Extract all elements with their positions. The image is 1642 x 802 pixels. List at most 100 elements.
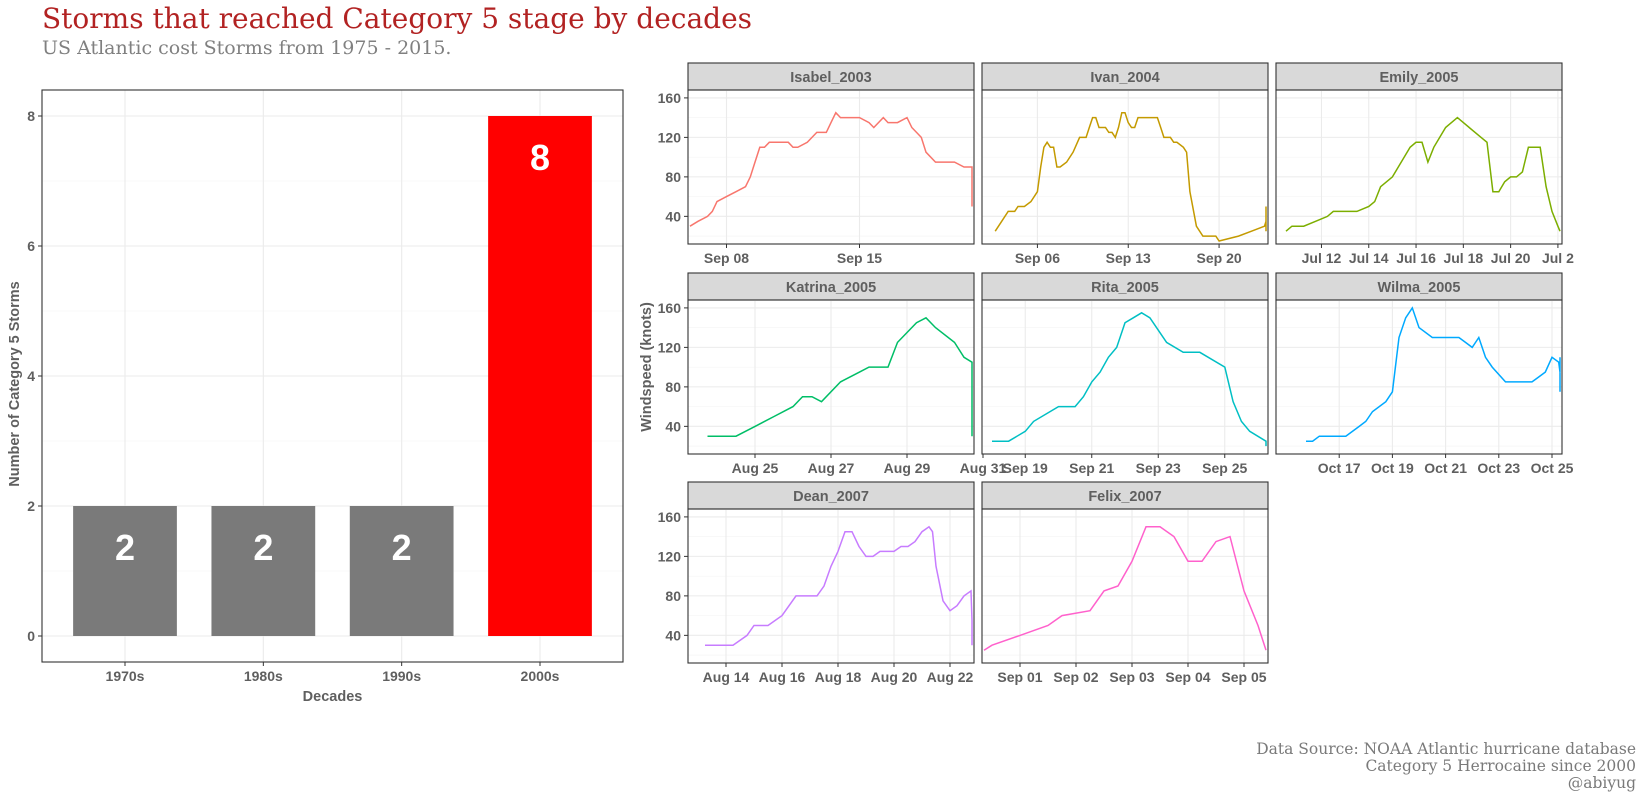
y-axis-title: Number of Category 5 Storms (7, 281, 23, 486)
facet-panel-border (981, 89, 1269, 245)
bar-data-label: 2 (115, 527, 135, 568)
facet-y-tick-label: 120 (658, 339, 682, 355)
x-axis-title: Decades (303, 689, 363, 705)
facet-x-tick-label: Sep 15 (837, 250, 882, 266)
y-tick-label: 6 (27, 238, 35, 254)
facet-strip-label: Ivan_2004 (1090, 70, 1159, 86)
chart-subtitle: US Atlantic cost Storms from 1975 - 2015… (42, 37, 452, 59)
x-tick-label: 2000s (521, 668, 560, 684)
facet-x-tick-label: Oct 17 (1318, 460, 1361, 476)
facet-x-tick-label: Aug 22 (927, 669, 974, 685)
facet-y-tick-label: 120 (658, 548, 682, 564)
facet-x-tick-label: Oct 21 (1424, 460, 1467, 476)
facet-x-tick-label: Aug 18 (815, 669, 862, 685)
facet-strip-label: Wilma_2005 (1378, 280, 1461, 296)
bar-chart: 2 1970s 2 1980s 2 1990s 8 2000s 0 2 4 6 8 Decades Numb… (7, 89, 624, 705)
facet-x-tick-label: Sep 06 (1015, 250, 1060, 266)
facet-x-tick-label: Sep 21 (1069, 460, 1114, 476)
facet-panel-border (981, 299, 1269, 455)
facet-panel-border (1275, 89, 1563, 245)
facet-x-tick-label: Sep 19 (1003, 460, 1048, 476)
facet-x-tick-label: Aug 16 (759, 669, 806, 685)
facet-x-tick-label: Aug 20 (871, 669, 918, 685)
caption-note: Category 5 Herrocaine since 2000 (1365, 757, 1636, 775)
facet-panel-Ivan_2004: Ivan_2004 Sep 06 Sep 13 Sep 20 (981, 62, 1269, 266)
facet-y-tick-label: 120 (658, 129, 682, 145)
facet-y-tick-label: 160 (658, 509, 682, 525)
facet-series-line (689, 111, 973, 227)
facet-y-tick-label: 80 (665, 588, 681, 604)
facet-y-tick-label: 160 (658, 300, 682, 316)
y-tick-label: 2 (27, 498, 35, 514)
facet-series-line (705, 525, 973, 646)
facet-panel-Dean_2007: Dean_2007 Aug 14 Aug 16 Aug 18 Aug 20 Aug 22 4… (658, 481, 975, 685)
facet-strip (687, 481, 975, 510)
facet-panel-border (687, 89, 975, 245)
facet-strip (687, 62, 975, 91)
facet-series-line (1285, 116, 1561, 232)
facet-x-tick-label: Oct 19 (1371, 460, 1414, 476)
facet-panel-border (687, 508, 975, 664)
facet-strip (1275, 272, 1563, 301)
facet-strip-label: Katrina_2005 (786, 280, 876, 296)
facet-x-tick-label: Jul 18 (1443, 250, 1483, 266)
facet-panel-Isabel_2003: Isabel_2003 Sep 08 Sep 15 40 80 120 160 (658, 62, 975, 266)
facet-x-tick-label: Aug 27 (808, 460, 855, 476)
facet-strip (1275, 62, 1563, 91)
facet-x-tick-label: Sep 08 (704, 250, 749, 266)
facet-x-tick-label: Sep 23 (1136, 460, 1181, 476)
y-tick-label: 8 (27, 108, 35, 124)
facet-x-tick-label: Sep 04 (1165, 669, 1210, 685)
facet-x-tick-label: Sep 02 (1053, 669, 1098, 685)
caption-source: Data Source: NOAA Atlantic hurricane dat… (1256, 740, 1636, 758)
facet-x-tick-label: Aug 29 (884, 460, 931, 476)
facet-y-tick-label: 80 (665, 379, 681, 395)
facet-series-line (994, 111, 1267, 242)
facet-x-tick-label: Sep 20 (1197, 250, 1242, 266)
bar-1970s (73, 506, 177, 636)
x-tick-label: 1990s (382, 668, 421, 684)
facet-x-tick-label: Sep 01 (997, 669, 1042, 685)
facet-x-tick-label: Sep 03 (1109, 669, 1154, 685)
bar-panel-border (41, 89, 624, 663)
x-tick-label: 1980s (244, 668, 283, 684)
facet-y-tick-label: 40 (665, 418, 681, 434)
facet-x-tick-label: Aug 31 (960, 460, 1007, 476)
facet-strip-label: Rita_2005 (1091, 280, 1159, 296)
facet-strip (687, 272, 975, 301)
facet-x-tick-label: Jul 2 (1542, 250, 1574, 266)
bar-2000s (488, 116, 592, 636)
x-tick-label: 1970s (106, 668, 145, 684)
facet-strip-label: Dean_2007 (793, 489, 869, 505)
facet-x-tick-label: Sep 13 (1106, 250, 1151, 266)
facet-x-tick-label: Jul 20 (1491, 250, 1531, 266)
facet-panel-border (1275, 299, 1563, 455)
facet-series-line (1306, 306, 1561, 442)
y-tick-label: 4 (27, 368, 35, 384)
facet-x-tick-label: Aug 25 (732, 460, 779, 476)
facet-strip-label: Isabel_2003 (790, 70, 871, 86)
facet-x-tick-label: Aug 14 (703, 669, 750, 685)
caption-author: @abiyug (1567, 774, 1636, 792)
facet-x-tick-label: Sep 25 (1202, 460, 1247, 476)
facet-x-tick-label: Jul 14 (1349, 250, 1389, 266)
facet-x-tick-label: Jul 16 (1396, 250, 1436, 266)
y-tick-label: 0 (27, 628, 35, 644)
facet-y-tick-label: 40 (665, 627, 681, 643)
facet-panel-Felix_2007: Felix_2007 Sep 01 Sep 02 Sep 03 Sep 04 Sep 05 (981, 481, 1269, 685)
facet-x-tick-label: Jul 12 (1302, 250, 1342, 266)
facet-y-tick-label: 80 (665, 169, 681, 185)
facet-series-line (707, 316, 973, 437)
bar-data-label: 8 (530, 137, 550, 178)
facet-strip-label: Felix_2007 (1088, 489, 1161, 505)
facet-panel-Katrina_2005: Katrina_2005 Aug 25 Aug 27 Aug 29 Aug 31 40 80… (658, 272, 1007, 476)
facet-panel-Rita_2005: Rita_2005 Sep 19 Sep 21 Sep 23 Sep 25 (981, 272, 1269, 476)
facet-chart: Isabel_2003 Sep 08 Sep 15 40 80 120 160 Ivan_20… (639, 62, 1574, 685)
facet-strip (981, 62, 1269, 91)
facet-strip-label: Emily_2005 (1379, 70, 1458, 86)
bar-data-label: 2 (392, 527, 412, 568)
facet-panel-border (981, 508, 1269, 664)
facet-panel-Wilma_2005: Wilma_2005 Oct 17 Oct 19 Oct 21 Oct 23 Oct 25 (1275, 272, 1574, 476)
facet-panel-Emily_2005: Emily_2005 Jul 12 Jul 14 Jul 16 Jul 18 Jul 20… (1275, 62, 1574, 266)
facet-y-axis-title: Windspeed (knots) (639, 302, 655, 432)
